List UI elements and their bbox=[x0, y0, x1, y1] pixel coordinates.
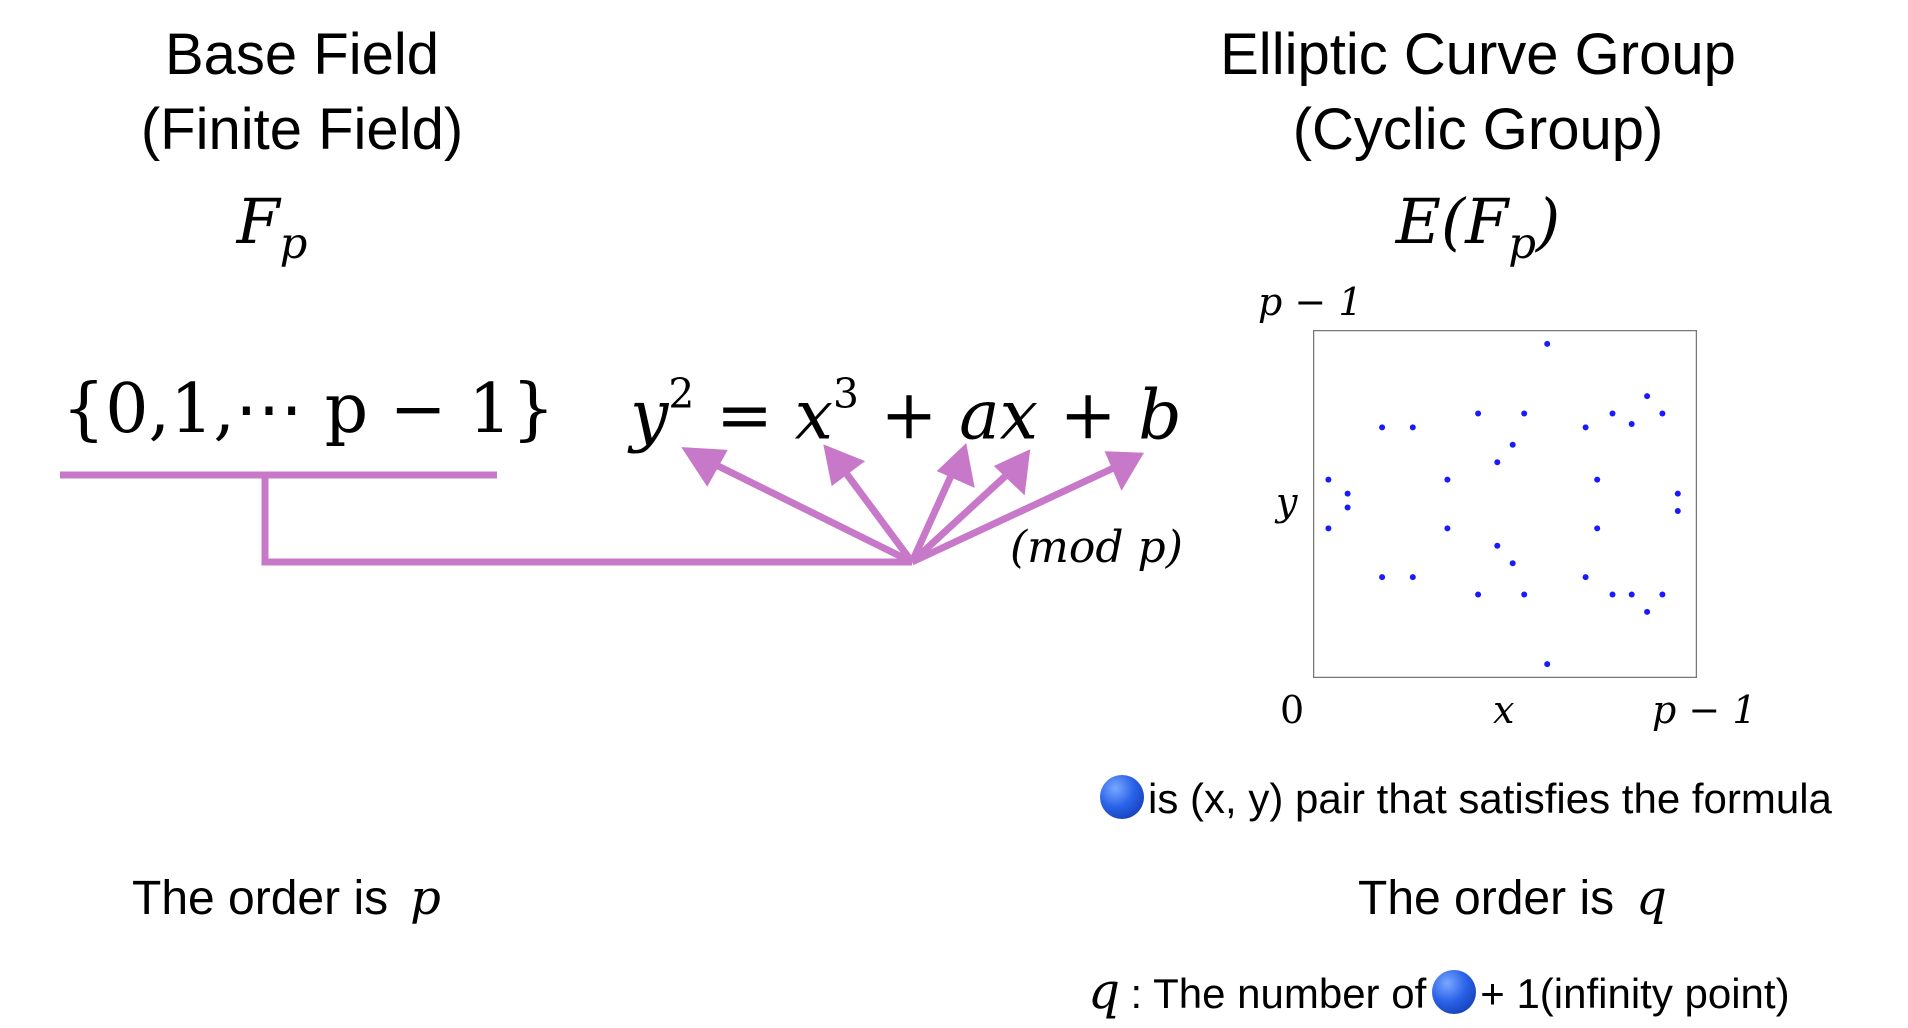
scatter-point bbox=[1674, 490, 1681, 497]
scatter-point bbox=[1325, 525, 1332, 532]
legend-text: is (x, y) pair that satisfies the formul… bbox=[1148, 775, 1832, 822]
connector-line bbox=[261, 475, 912, 566]
equation-y: y bbox=[630, 376, 669, 456]
scatter-point bbox=[1379, 574, 1386, 581]
arrow-head-y bbox=[681, 447, 728, 487]
scatter-point bbox=[1444, 476, 1451, 483]
group-symbol-suffix: ) bbox=[1536, 185, 1561, 258]
field-element-set: {0,1,⋯ p − 1} bbox=[62, 370, 555, 449]
scatter-point bbox=[1521, 591, 1528, 598]
scatter-point bbox=[1544, 661, 1551, 668]
scatter-point bbox=[1475, 591, 1482, 598]
group-symbol-sub: p bbox=[1508, 219, 1537, 270]
scatter-point bbox=[1544, 340, 1551, 347]
scatter-point bbox=[1609, 410, 1616, 417]
scatter-point bbox=[1444, 525, 1451, 532]
scatter-point bbox=[1609, 591, 1616, 598]
scatter-point bbox=[1628, 591, 1635, 598]
count-symbol: q bbox=[1088, 962, 1121, 1020]
field-symbol-sub: p bbox=[279, 219, 308, 270]
scatter-point bbox=[1344, 490, 1351, 497]
cyclic-group-subtitle: (Cyclic Group) bbox=[1292, 97, 1664, 162]
scatter-point bbox=[1344, 504, 1351, 511]
arrow-to-x2 bbox=[909, 467, 1015, 565]
scatter-point bbox=[1494, 459, 1501, 466]
arrow-to-x bbox=[837, 462, 915, 565]
right-order-symbol: q bbox=[1636, 870, 1667, 926]
plot-frame bbox=[1313, 330, 1697, 678]
scatter-point bbox=[1409, 424, 1416, 431]
scatter-point bbox=[1659, 591, 1666, 598]
count-text-before: : The number of bbox=[1130, 970, 1427, 1017]
scatter-point bbox=[1594, 476, 1601, 483]
arrow-head-a bbox=[936, 443, 975, 488]
arrow-to-b bbox=[910, 461, 1122, 566]
scatter-point bbox=[1674, 508, 1681, 514]
scatter-point bbox=[1325, 476, 1332, 483]
scatter-point bbox=[1521, 410, 1528, 417]
blue-point-icon bbox=[1432, 970, 1477, 1014]
scatter-point bbox=[1494, 542, 1501, 549]
group-symbol: E(Fp) bbox=[1396, 185, 1560, 269]
axis-right-label: p − 1 bbox=[1652, 688, 1757, 732]
left-order-symbol: p bbox=[410, 870, 441, 926]
scatter-point bbox=[1409, 574, 1416, 581]
scatter-point bbox=[1594, 525, 1601, 532]
equation-x: x bbox=[794, 376, 833, 456]
blue-point-icon bbox=[1100, 775, 1144, 819]
count-text-after: + 1(infinity point) bbox=[1480, 970, 1790, 1017]
left-order-line: The order is p bbox=[132, 870, 441, 926]
equation-equals: = bbox=[694, 376, 795, 456]
mod-p-label: (mod p) bbox=[1010, 522, 1183, 573]
left-order-label: The order is bbox=[132, 872, 389, 925]
field-symbol: Fp bbox=[237, 185, 308, 269]
count-line: q : The number of + 1(infinity point) bbox=[1088, 962, 1790, 1020]
scatter-point bbox=[1644, 393, 1651, 400]
curve-equation: y2 = x3 + ax + b bbox=[630, 370, 1182, 456]
axis-origin-label: 0 bbox=[1280, 688, 1305, 732]
right-order-label: The order is bbox=[1358, 872, 1615, 925]
axis-x-label: x bbox=[1493, 688, 1515, 732]
group-symbol-prefix: E( bbox=[1395, 185, 1466, 258]
arrow-head-x bbox=[823, 444, 866, 487]
arrow-to-a bbox=[908, 465, 959, 564]
scatter-plot bbox=[1313, 330, 1697, 678]
scatter-points bbox=[1325, 340, 1681, 668]
axis-top-label: p − 1 bbox=[1258, 280, 1363, 324]
legend-line: is (x, y) pair that satisfies the formul… bbox=[1100, 775, 1832, 823]
scatter-point bbox=[1475, 410, 1482, 417]
scatter-point bbox=[1628, 421, 1635, 427]
finite-field-subtitle: (Finite Field) bbox=[140, 97, 464, 162]
equation-y-exponent: 2 bbox=[668, 370, 695, 418]
ec-group-title: Elliptic Curve Group bbox=[1220, 22, 1736, 87]
scatter-point bbox=[1379, 424, 1386, 431]
axis-y-label: y bbox=[1276, 480, 1298, 524]
field-symbol-base: F bbox=[236, 185, 280, 258]
scatter-point bbox=[1582, 574, 1589, 581]
scatter-point bbox=[1644, 608, 1651, 615]
base-field-title: Base Field bbox=[164, 22, 440, 87]
group-symbol-base: F bbox=[1465, 185, 1509, 258]
equation-rest: + ax + b bbox=[858, 376, 1182, 456]
scatter-point bbox=[1509, 441, 1516, 448]
arrow-head-x2 bbox=[993, 449, 1031, 496]
right-order-line: The order is q bbox=[1358, 870, 1667, 926]
arrow-head-b bbox=[1104, 451, 1145, 491]
scatter-point bbox=[1582, 424, 1589, 431]
arrow-to-y bbox=[704, 456, 914, 566]
scatter-point bbox=[1659, 410, 1666, 417]
scatter-point bbox=[1509, 560, 1516, 567]
equation-x-exponent: 3 bbox=[832, 370, 859, 418]
